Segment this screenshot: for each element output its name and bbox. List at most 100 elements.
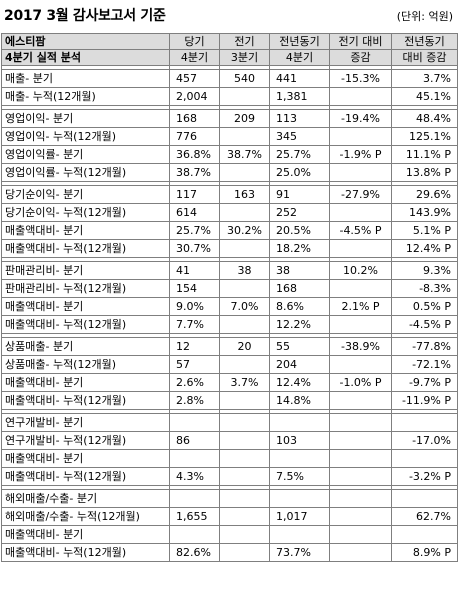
yoy-change-cell: 62.7% (391, 507, 458, 526)
yoy-change-cell: -3.2% P (391, 467, 458, 486)
yoy-value-cell: 1,381 (269, 87, 330, 106)
previous-value-cell (219, 489, 270, 508)
table-row: 해외매출/수출- 분기 (1, 489, 458, 508)
previous-value-cell (219, 431, 270, 450)
yoy-change-cell: 29.6% (391, 185, 458, 204)
title-bar: 2017 3월 감사보고서 기준 (단위: 억원) (0, 0, 458, 33)
yoy-value-cell: 103 (269, 431, 330, 450)
yoy-change-cell: -8.3% (391, 279, 458, 298)
row-label: 연구개발비- 누적(12개월) (1, 431, 170, 450)
yoy-change-cell: -17.0% (391, 431, 458, 450)
table-row: 연구개발비- 분기 (1, 413, 458, 432)
qoq-change-cell: -15.3% (329, 69, 392, 88)
yoy-change-cell: 0.5% P (391, 297, 458, 316)
current-value-cell: 154 (169, 279, 220, 298)
qoq-change-cell (329, 355, 392, 374)
yoy-value-cell: 20.5% (269, 221, 330, 240)
current-value-cell: 776 (169, 127, 220, 146)
table-row: 매출액대비- 분기 25.7% 30.2% 20.5% -4.5% P 5.1% P (1, 221, 458, 240)
qoq-change-cell (329, 127, 392, 146)
qoq-change-cell: -1.9% P (329, 145, 392, 164)
previous-value-cell: 30.2% (219, 221, 270, 240)
yoy-change-cell: 9.3% (391, 261, 458, 280)
yoy-value-cell: 25.7% (269, 145, 330, 164)
row-label: 매출액대비- 누적(12개월) (1, 239, 170, 258)
row-label: 상품매출- 누적(12개월) (1, 355, 170, 374)
company-name: 에스티팜 (1, 33, 170, 50)
qoq-change-cell (329, 279, 392, 298)
current-value-cell: 2.6% (169, 373, 220, 392)
qoq-change-cell: -19.4% (329, 109, 392, 128)
current-value-cell: 57 (169, 355, 220, 374)
yoy-value-cell: 441 (269, 69, 330, 88)
yoy-change-cell (391, 525, 458, 544)
yoy-value-cell: 1,017 (269, 507, 330, 526)
yoy-change-cell: -72.1% (391, 355, 458, 374)
previous-value-cell (219, 239, 270, 258)
yoy-value-cell: 12.2% (269, 315, 330, 334)
yoy-change-cell: 3.7% (391, 69, 458, 88)
current-value-cell (169, 449, 220, 468)
yoy-value-cell (269, 413, 330, 432)
qoq-change-cell (329, 467, 392, 486)
current-value-cell: 38.7% (169, 163, 220, 182)
group-spacer (1, 181, 458, 186)
col-header-qoq-change-l1: 전기 대비 (329, 33, 392, 50)
qoq-change-cell (329, 431, 392, 450)
table-row: 상품매출- 누적(12개월) 57 204 -72.1% (1, 355, 458, 374)
previous-value-cell: 209 (219, 109, 270, 128)
yoy-value-cell: 8.6% (269, 297, 330, 316)
table-row: 당기순이익- 누적(12개월) 614 252 143.9% (1, 203, 458, 222)
row-label: 매출액대비- 누적(12개월) (1, 543, 170, 562)
yoy-change-cell (391, 489, 458, 508)
qoq-change-cell (329, 525, 392, 544)
table-row: 영업이익- 누적(12개월) 776 345 125.1% (1, 127, 458, 146)
yoy-value-cell: 113 (269, 109, 330, 128)
qoq-change-cell (329, 413, 392, 432)
yoy-change-cell: 12.4% P (391, 239, 458, 258)
previous-value-cell: 3.7% (219, 373, 270, 392)
current-value-cell: 41 (169, 261, 220, 280)
yoy-value-cell: 38 (269, 261, 330, 280)
table-row: 영업이익- 분기 168 209 113 -19.4% 48.4% (1, 109, 458, 128)
row-label: 영업이익률- 누적(12개월) (1, 163, 170, 182)
current-value-cell: 82.6% (169, 543, 220, 562)
yoy-change-cell: 45.1% (391, 87, 458, 106)
qoq-change-cell (329, 489, 392, 508)
yoy-value-cell: 345 (269, 127, 330, 146)
row-label: 매출액대비- 분기 (1, 373, 170, 392)
report-title: 2017 3월 감사보고서 기준 (4, 8, 166, 24)
current-value-cell: 2.8% (169, 391, 220, 410)
col-header-prev-l1: 전기 (219, 33, 270, 50)
yoy-change-cell: 125.1% (391, 127, 458, 146)
qoq-change-cell (329, 507, 392, 526)
previous-value-cell (219, 127, 270, 146)
group-spacer (1, 257, 458, 262)
yoy-value-cell: 14.8% (269, 391, 330, 410)
previous-value-cell: 540 (219, 69, 270, 88)
qoq-change-cell (329, 315, 392, 334)
current-value-cell: 30.7% (169, 239, 220, 258)
row-label: 매출액대비- 분기 (1, 449, 170, 468)
section-title: 4분기 실적 분석 (1, 49, 170, 66)
previous-value-cell: 163 (219, 185, 270, 204)
table-row: 매출액대비- 분기 (1, 525, 458, 544)
previous-value-cell: 38.7% (219, 145, 270, 164)
yoy-change-cell: 143.9% (391, 203, 458, 222)
yoy-value-cell: 55 (269, 337, 330, 356)
row-label: 당기순이익- 분기 (1, 185, 170, 204)
table-row: 상품매출- 분기 12 20 55 -38.9% -77.8% (1, 337, 458, 356)
earnings-table: 에스티팜 당기 전기 전년동기 전기 대비 전년동기 4분기 실적 분석 4분기… (1, 33, 458, 562)
table-row: 매출액대비- 누적(12개월) 4.3% 7.5% -3.2% P (1, 467, 458, 486)
yoy-change-cell: 13.8% P (391, 163, 458, 182)
yoy-value-cell: 12.4% (269, 373, 330, 392)
previous-value-cell (219, 279, 270, 298)
previous-value-cell (219, 87, 270, 106)
previous-value-cell (219, 507, 270, 526)
col-header-current-l1: 당기 (169, 33, 220, 50)
table-row: 판매관리비- 분기 41 38 38 10.2% 9.3% (1, 261, 458, 280)
row-label: 매출액대비- 분기 (1, 297, 170, 316)
yoy-value-cell: 7.5% (269, 467, 330, 486)
current-value-cell: 7.7% (169, 315, 220, 334)
yoy-value-cell: 18.2% (269, 239, 330, 258)
